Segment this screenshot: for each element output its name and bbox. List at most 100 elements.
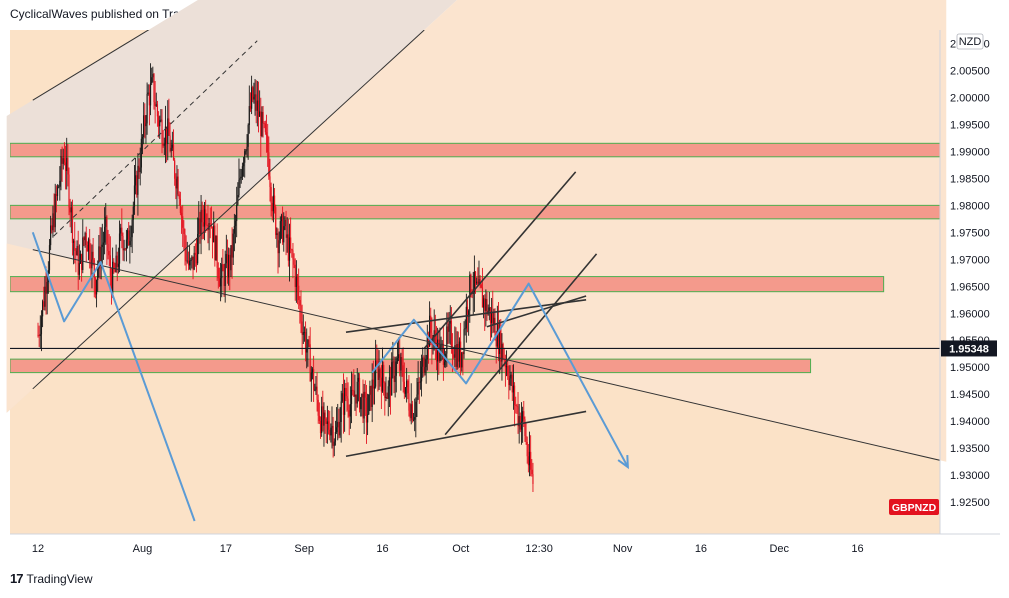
trendline-triangle-lower (345, 410, 587, 458)
candle-body (426, 335, 428, 360)
candle-body (257, 100, 260, 117)
candle-body (102, 242, 105, 245)
candle-body (193, 252, 195, 270)
trendlines[interactable] (32, 0, 941, 461)
candle-body (412, 419, 415, 421)
candle-body (238, 179, 240, 195)
candle-body (251, 87, 253, 109)
x-axis-ticks[interactable]: 12 Aug 17 Sep 16 Oct 12:30 Nov 16 Dec 16 (32, 543, 864, 555)
candle-body (203, 209, 206, 227)
candle-body (424, 367, 426, 373)
candle-body (469, 274, 471, 311)
candle-body (385, 397, 387, 398)
candle-body (324, 412, 326, 419)
candle-body (332, 425, 334, 446)
candle-body (254, 94, 256, 97)
candle-body (522, 411, 524, 422)
candle-body (349, 403, 351, 417)
candle-body (339, 421, 341, 436)
candle-body (527, 456, 529, 466)
candle-body (156, 104, 159, 117)
candle-body (501, 344, 503, 362)
y-axis-ticks[interactable]: 1.92500 1.93000 1.93500 1.94000 1.94500 1.950… (950, 38, 990, 509)
tradingview-footer[interactable]: 17 TradingView (10, 571, 93, 586)
candle-body (154, 102, 156, 106)
candle-body (171, 144, 173, 148)
candle-body (253, 96, 255, 100)
candle-body (474, 271, 477, 284)
candle-body (244, 151, 246, 163)
projection-paths[interactable] (31, 232, 629, 522)
candle-body (364, 391, 366, 398)
candle-body (373, 386, 376, 389)
candle-body (128, 230, 130, 246)
candle-body (366, 414, 369, 423)
candle-body (232, 233, 234, 258)
candle-body (223, 270, 225, 286)
candle-body (493, 317, 495, 326)
candle-body (200, 209, 202, 236)
candle-body (68, 174, 70, 208)
candle-body (391, 362, 393, 396)
candle-body (393, 361, 395, 383)
candle-body (464, 328, 466, 330)
candle-body (358, 377, 361, 410)
price-chart[interactable]: 1.92500 1.93000 1.93500 1.94000 1.94500 1.950… (0, 0, 1009, 565)
candle-body (226, 254, 229, 278)
candle-body (310, 372, 312, 382)
candle-body (147, 92, 149, 94)
candle-body (425, 359, 427, 368)
candle-body (126, 230, 129, 240)
candle-body (389, 377, 392, 396)
candle-body (105, 216, 107, 227)
candle-body (420, 366, 423, 382)
candle-body (109, 255, 111, 276)
candle-body (335, 427, 338, 432)
candle-body (136, 175, 138, 195)
candle-body (206, 224, 208, 226)
candle-body (115, 255, 117, 273)
candle-body (450, 321, 453, 349)
candle-body (494, 317, 496, 341)
candle-body (44, 286, 46, 307)
candle-body (208, 223, 210, 230)
candle-body (497, 323, 500, 354)
candle-body (60, 156, 62, 181)
candle-body (99, 246, 101, 265)
candle-body (205, 209, 207, 225)
candle-body (318, 415, 320, 421)
candle-body (85, 233, 87, 245)
candle-body (317, 399, 319, 416)
candle-body (95, 280, 98, 295)
candle-body (406, 380, 408, 388)
candle-body (479, 279, 481, 285)
candle-body (54, 194, 56, 228)
candle-body (217, 267, 219, 279)
candle-body (409, 410, 411, 419)
candle-body (233, 225, 235, 234)
candle-body (58, 186, 60, 188)
candle-body (368, 394, 370, 415)
candle-body (89, 239, 91, 260)
candle-body (45, 286, 47, 294)
candle-body (98, 246, 100, 269)
symbol-badge: GBPNZD (889, 499, 939, 515)
candle-body (294, 264, 296, 287)
candle-body (465, 306, 467, 329)
candle-body (290, 237, 292, 250)
candle-body (526, 442, 528, 457)
candle-body (295, 276, 297, 287)
candle-body (439, 347, 441, 362)
candle-body (38, 335, 40, 337)
candle-body (313, 369, 315, 391)
candle-body (225, 254, 227, 264)
candle-body (381, 364, 384, 392)
candle-body (177, 176, 179, 195)
candle-body (278, 240, 280, 254)
candle-body (195, 254, 198, 264)
trendline-channel-lower (32, 30, 425, 390)
candle-body (247, 125, 249, 147)
candle-body (350, 389, 353, 404)
current-price-badge: 1.95348 (941, 340, 997, 357)
candle-body (83, 237, 85, 241)
